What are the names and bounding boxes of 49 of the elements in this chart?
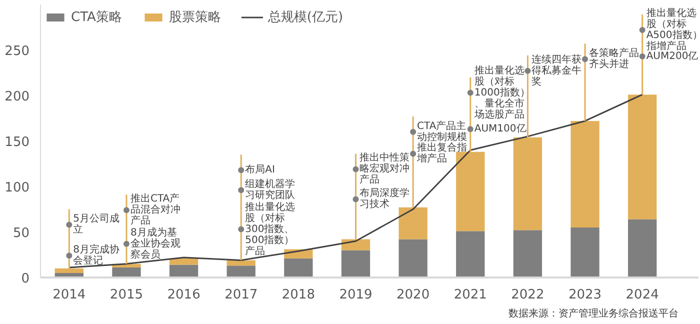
y-tick-label: 50 — [12, 226, 30, 241]
legend-label: 总规模(亿元) — [268, 9, 344, 26]
annotation: 推出量化选股（对标1000指数）、量化全市场选股产品 — [473, 64, 530, 120]
x-tick-label: 2019 — [339, 288, 372, 302]
annotation: 布局AI — [245, 164, 275, 176]
annotation: 各策略产品齐头并进 — [589, 47, 640, 70]
y-tick-label: 0 — [21, 272, 30, 286]
annotation: 8月完成协会登记 — [73, 244, 120, 267]
x-tick-label: 2018 — [282, 288, 315, 302]
x-tick-label: 2014 — [52, 288, 86, 302]
bar — [398, 239, 428, 278]
annotation: 布局深度学习技术 — [360, 187, 410, 210]
annotation: AUM200亿 — [646, 50, 698, 62]
annotation: 5月公司成立 — [73, 212, 120, 236]
y-tick-label: 150 — [4, 135, 30, 150]
annotation: 8月成为基金业协会观察会员 — [130, 226, 180, 260]
annotation: 连续四年获得私募金牛奖 — [532, 53, 582, 88]
x-tick-label: 2016 — [167, 288, 200, 302]
bar — [169, 264, 198, 278]
x-tick-label: 2015 — [110, 288, 144, 302]
bar — [628, 219, 657, 278]
bar — [341, 250, 370, 278]
x-tick-label: 2020 — [396, 288, 430, 302]
annotation: 组建机器学习研究团队 — [245, 178, 296, 202]
bar — [513, 230, 542, 278]
x-tick-label: 2017 — [224, 288, 258, 302]
annotation: 推出复合指增产品 — [416, 142, 468, 165]
x-tick-label: 2023 — [568, 288, 602, 302]
y-tick-label: 200 — [4, 90, 30, 104]
bar — [112, 267, 141, 278]
x-tick-label: 2021 — [454, 288, 487, 302]
annotation: 推出中性策略宏观对冲产品 — [360, 152, 410, 186]
annotation: CTA产品主动控制规模 — [417, 120, 468, 143]
source-note: 数据来源：资产管理业务综合报送平台 — [508, 308, 678, 320]
x-tick-label: 2024 — [626, 288, 659, 302]
bar — [570, 227, 600, 278]
bar — [226, 266, 256, 278]
bar — [456, 231, 485, 278]
bar — [284, 258, 313, 278]
y-tick-label: 250 — [4, 44, 30, 59]
bar — [169, 258, 198, 265]
annotation: 推出CTA产品混合对冲产品 — [130, 192, 180, 227]
legend-label: CTA策略 — [71, 9, 122, 26]
annotation: 推出量化选股（对标A500指数）指增产品 — [645, 6, 700, 52]
legend-label: 股票策略 — [168, 9, 221, 26]
x-tick-label: 2022 — [511, 288, 544, 302]
annotation: AUM100亿 — [474, 124, 526, 135]
annotation: 推出量化选股（对标300指数、500指数）产品 — [245, 200, 296, 257]
y-tick-label: 100 — [4, 180, 30, 196]
